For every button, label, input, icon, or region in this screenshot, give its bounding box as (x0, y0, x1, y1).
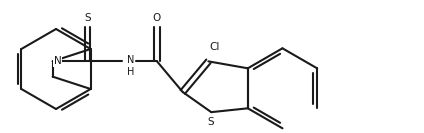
Text: S: S (207, 117, 214, 127)
Text: Cl: Cl (209, 42, 220, 52)
Text: N: N (53, 56, 61, 66)
Text: O: O (153, 13, 161, 23)
Text: S: S (84, 13, 91, 23)
Text: N
H: N H (127, 55, 135, 77)
